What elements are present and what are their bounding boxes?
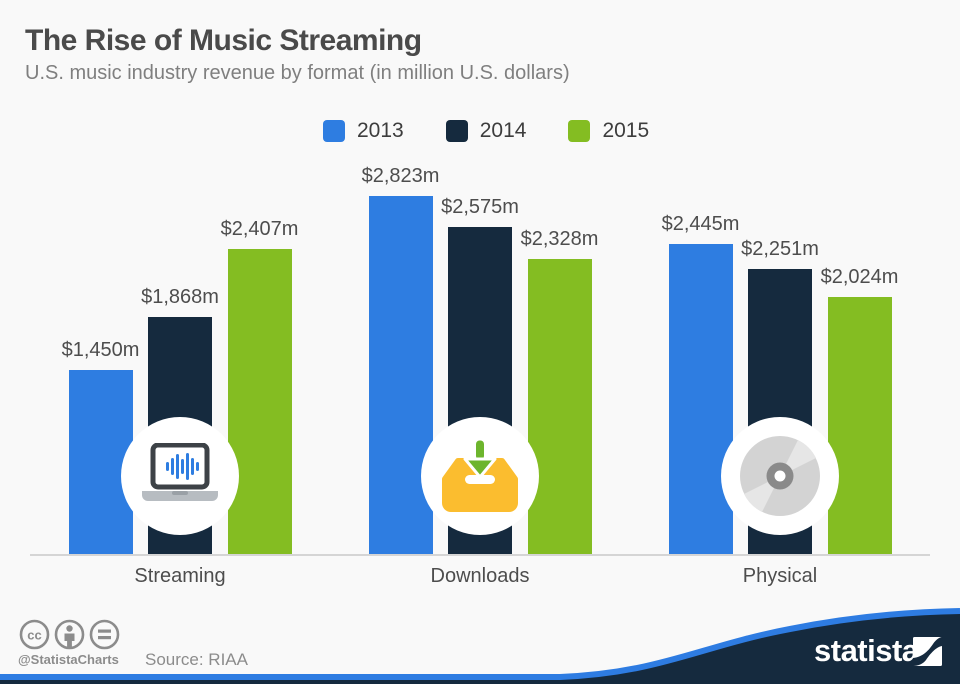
- legend-item-2013: 2013: [323, 119, 404, 143]
- legend-swatch: [323, 120, 345, 142]
- legend-label: 2013: [357, 119, 404, 142]
- cc-icon: cc: [19, 619, 50, 650]
- value-label: $2,024m: [820, 266, 899, 288]
- download-inbox-icon: [442, 439, 518, 512]
- value-label: $2,251m: [741, 238, 819, 260]
- bar-downloads-2013: [368, 196, 433, 554]
- page-subtitle: U.S. music industry revenue by format (i…: [25, 62, 570, 84]
- legend-item-2015: 2015: [568, 119, 649, 143]
- physical-icon-circle: [721, 417, 839, 535]
- value-label: $2,328m: [520, 228, 599, 250]
- page-title: The Rise of Music Streaming: [25, 24, 422, 57]
- laptop-audio-wave-icon: [142, 443, 218, 501]
- legend-swatch: [568, 120, 591, 142]
- bar-physical-2013: [668, 244, 733, 554]
- statista-logo-text: statista: [814, 633, 919, 668]
- equal-icon: [89, 619, 120, 650]
- category-label-physical: Physical: [742, 565, 818, 587]
- statista-logo-mark: [913, 637, 942, 666]
- attribution-person-icon: [54, 619, 85, 650]
- legend-label: 2015: [602, 119, 650, 142]
- value-label: $2,407m: [220, 218, 299, 240]
- legend-item-2014: 2014: [445, 119, 527, 143]
- legend-swatch: [445, 120, 468, 142]
- legend: 2013 2014 2015: [323, 119, 649, 143]
- value-label: $2,823m: [361, 165, 440, 187]
- streaming-icon-circle: [121, 417, 239, 535]
- source-text: Source: RIAA: [145, 650, 248, 669]
- footer-wave: [0, 608, 960, 684]
- bar-downloads-2015: [527, 259, 592, 554]
- value-label: $2,575m: [441, 196, 519, 218]
- category-label-streaming: Streaming: [134, 565, 226, 587]
- bar-streaming-2015: [227, 249, 292, 554]
- bar-physical-2015: [827, 297, 892, 554]
- license-icons: cc: [19, 619, 120, 650]
- category-label-downloads: Downloads: [430, 565, 530, 587]
- value-label: $1,868m: [141, 286, 219, 308]
- x-axis-line: [30, 554, 930, 556]
- cd-disc-icon: [740, 436, 820, 516]
- svg-text:cc: cc: [27, 628, 41, 643]
- value-label: $2,445m: [661, 213, 740, 235]
- value-label: $1,450m: [61, 339, 140, 361]
- downloads-icon-circle: [421, 417, 539, 535]
- legend-label: 2014: [479, 119, 527, 142]
- statista-charts-handle: @StatistaCharts: [18, 652, 119, 667]
